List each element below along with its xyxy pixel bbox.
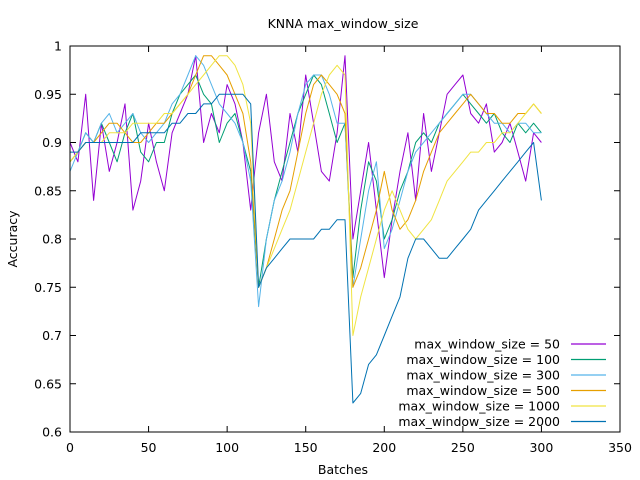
x-tick-label: 250 xyxy=(451,440,475,455)
y-tick-label: 1 xyxy=(54,39,62,54)
legend-label-2: max_window_size = 300 xyxy=(406,368,560,383)
legend-label-3: max_window_size = 500 xyxy=(406,383,560,398)
legend-label-5: max_window_size = 2000 xyxy=(398,414,560,429)
x-tick-label: 350 xyxy=(608,440,632,455)
y-axis-label: Accuracy xyxy=(5,210,20,268)
x-tick-label: 50 xyxy=(141,440,157,455)
x-axis-label: Batches xyxy=(318,462,368,477)
series-line-4 xyxy=(69,55,542,336)
y-tick-label: 0.75 xyxy=(34,280,62,295)
legend-label-0: max_window_size = 50 xyxy=(414,337,560,352)
chart-title: KNNA max_window_size xyxy=(268,16,419,31)
series-line-0 xyxy=(69,55,542,279)
legend-label-1: max_window_size = 100 xyxy=(406,352,560,367)
y-tick-label: 0.95 xyxy=(34,87,62,102)
x-tick-label: 150 xyxy=(294,440,318,455)
plot-lines xyxy=(69,55,542,404)
y-tick-label: 0.85 xyxy=(34,183,62,198)
x-tick-label: 300 xyxy=(529,440,553,455)
series-line-2 xyxy=(69,55,542,308)
x-tick-label: 200 xyxy=(372,440,396,455)
series-line-3 xyxy=(69,55,542,288)
y-tick-label: 0.8 xyxy=(42,232,62,247)
axis-ticks: 0 50 100 150 200 250 300 350 0.6 0.65 0.7 0.75 0.8 0.… xyxy=(34,39,632,456)
y-tick-label: 0.9 xyxy=(42,135,62,150)
y-tick-label: 0.6 xyxy=(42,425,62,440)
x-tick-label: 0 xyxy=(66,440,74,455)
series-line-5 xyxy=(70,93,542,404)
x-tick-label: 100 xyxy=(215,440,239,455)
plot-frame xyxy=(69,45,621,433)
legend-label-4: max_window_size = 1000 xyxy=(398,399,560,414)
y-tick-label: 0.65 xyxy=(34,376,62,391)
y-tick-label: 0.7 xyxy=(42,328,62,343)
